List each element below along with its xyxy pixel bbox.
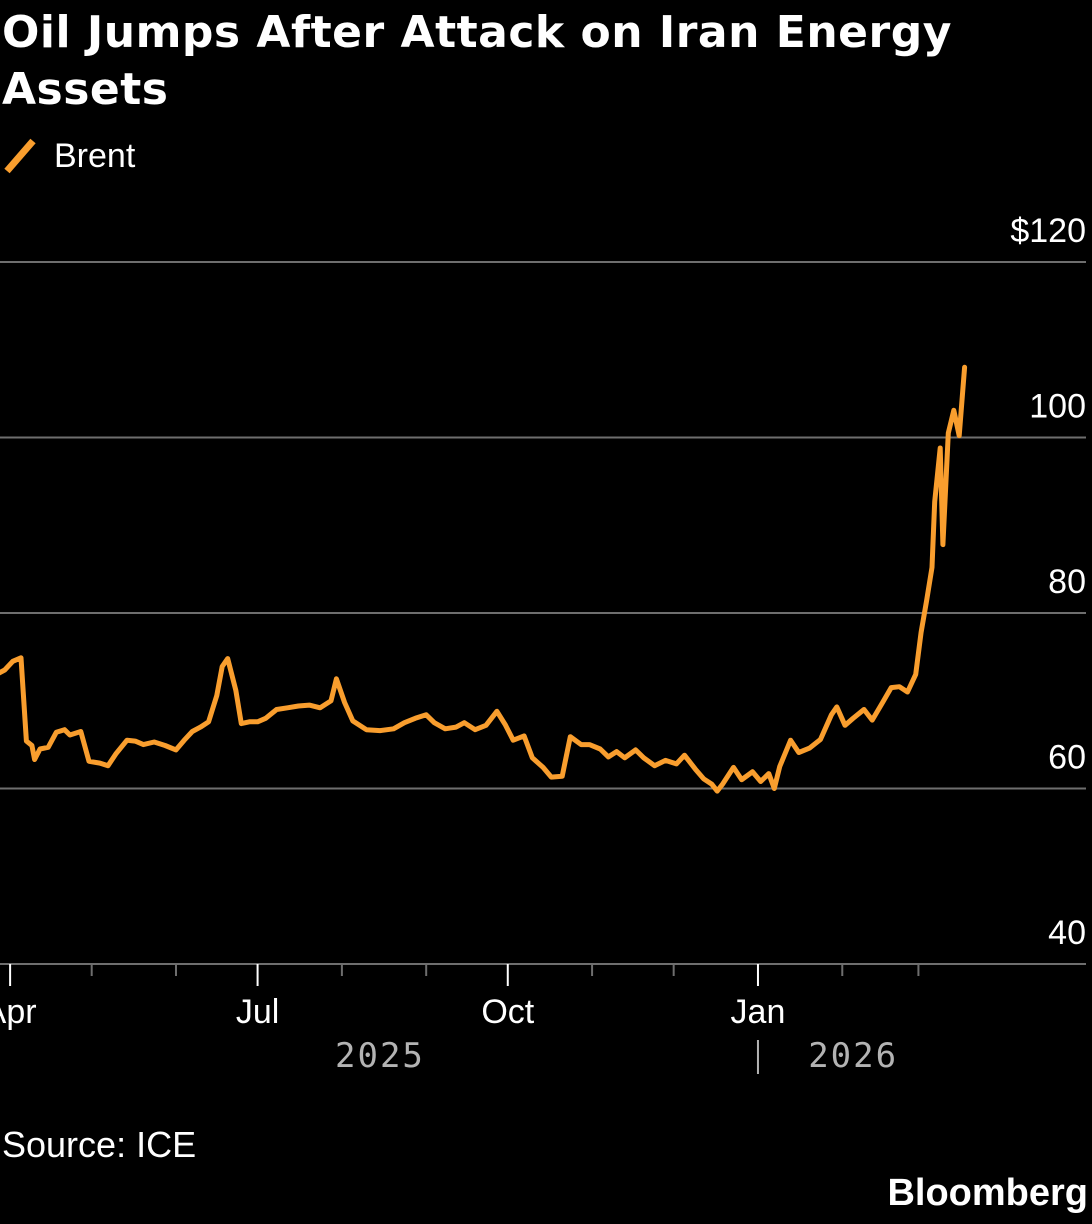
source-note: Source: ICE xyxy=(2,1124,197,1165)
year-label-2025: 2025 xyxy=(335,1036,425,1076)
chart-title: Oil Jumps After Attack on Iran Energy As… xyxy=(2,7,952,115)
y-tick-label-60: 60 xyxy=(1048,739,1086,777)
y-tick-label-40: 40 xyxy=(1048,914,1086,952)
series-line-brent xyxy=(0,364,968,794)
legend-swatch-icon xyxy=(4,138,36,174)
legend: Brent xyxy=(2,136,135,176)
legend-label-brent: Brent xyxy=(54,136,136,175)
y-tick-label-100: 100 xyxy=(1029,388,1086,426)
year-label-2026: 2026 xyxy=(808,1036,898,1076)
y-tick-label-80: 80 xyxy=(1048,563,1086,601)
x-tick-label-jul: Jul xyxy=(236,993,279,1031)
x-tick-label-jan: Jan xyxy=(731,993,786,1031)
y-tick-label-120: $120 xyxy=(1010,212,1086,250)
bloomberg-logo: Bloomberg xyxy=(887,1172,1088,1214)
x-tick-label-oct: Oct xyxy=(481,993,534,1031)
x-tick-label-apr: Apr xyxy=(0,993,37,1031)
